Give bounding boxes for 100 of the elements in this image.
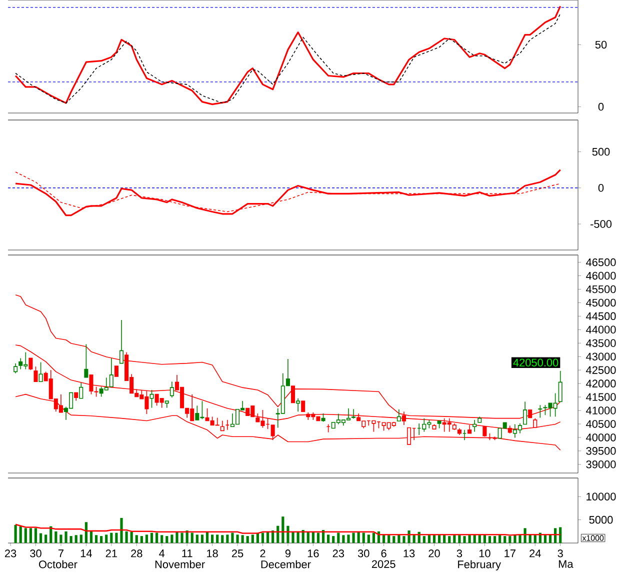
y-tick-label: 44500 [586,312,616,320]
y-tick-label: -500 [590,220,612,228]
x-tick-label: 21 [106,550,117,558]
bar [236,534,239,544]
line-series [14,524,561,536]
bar [110,532,113,544]
bar [412,535,416,544]
bar [448,536,451,544]
bar [544,535,547,544]
bar [29,528,32,544]
y-tick-label: 45000 [586,298,616,307]
text: 2025 [372,560,396,568]
y-tick-label: 43000 [586,352,616,360]
x-tick-label: 23 [332,550,344,558]
bar [115,532,118,544]
text: December [261,560,311,568]
bar [70,536,72,544]
bar [170,534,174,544]
bar [372,532,376,544]
bar [105,534,108,544]
bar [508,536,512,544]
bar [251,534,254,544]
x-tick-label: 14 [80,550,92,558]
candlestick [296,398,300,412]
bar [24,528,27,544]
bar [140,536,143,544]
candlestick [14,362,18,374]
y-tick-label: 0 [598,184,604,192]
bar [60,534,62,544]
x-tick-label: 2 [260,550,266,558]
bar [286,526,290,544]
y-tick-label: 39500 [586,447,616,455]
bar [468,535,471,544]
bar [125,531,128,544]
bar [94,535,98,544]
bar [357,532,360,544]
bar [166,536,168,544]
bar [190,532,194,544]
bar [292,532,294,544]
x-tick-label: 17 [504,550,516,558]
bar [367,534,370,544]
y-tick-label: 5000 [589,516,613,524]
x-tick-label: 10 [479,550,490,558]
bar [327,534,330,544]
bar [206,532,209,544]
bar [493,536,496,544]
bar [100,536,103,544]
bar [19,526,22,544]
bar [534,535,536,544]
bar [221,535,224,544]
x-tick-label: 30 [358,550,370,558]
x-tick-label: 11 [182,550,192,558]
bar [74,535,78,544]
bar [524,528,526,544]
y-tick-label: 500 [592,148,610,156]
bar [241,535,244,544]
bar [200,534,204,544]
x-tick-label: 18 [207,550,218,558]
x-tick-label: 30 [30,550,42,558]
text: February [458,560,501,570]
bar [388,535,390,544]
bar [352,532,355,544]
y-tick-label: 40000 [586,434,616,442]
bar [306,532,310,544]
y-tick-label: 43500 [586,339,616,347]
bar [196,534,198,544]
bar [176,532,178,544]
bar [231,532,234,544]
bar [432,535,436,544]
y-tick-label: 0 [598,102,604,111]
bar [428,535,430,544]
bar [296,531,300,544]
y-tick-label: 50 [595,40,607,49]
bar [64,531,68,544]
bar [488,536,492,544]
x-tick-label: 28 [131,550,142,558]
y-tick-label: 45500 [586,285,616,294]
bar [458,535,461,544]
bar [261,532,264,544]
bar [443,535,446,544]
bar [392,536,396,544]
x-tick-label: 20 [428,550,440,558]
x-tick-label: 24 [530,550,541,558]
y-tick-label: 39000 [586,460,616,468]
bar [518,535,522,544]
bar [438,535,441,544]
bar [54,531,58,544]
y-tick-label: 40500 [586,420,616,428]
y-tick-label: 46000 [586,272,616,280]
bar [559,527,562,544]
bar [478,535,481,544]
bar [156,532,158,544]
candlestick [352,408,356,419]
bar [422,536,426,544]
annotation: 42050.00 [513,358,558,366]
y-tick-label: 42500 [586,366,616,374]
y-tick-label: 42000 [586,380,616,388]
bar [312,532,314,544]
bar [504,536,506,544]
bar [14,524,17,544]
